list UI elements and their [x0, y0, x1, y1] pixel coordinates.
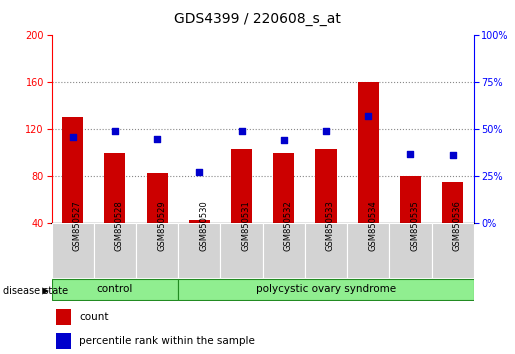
- Point: [449, 153, 457, 158]
- Point: [195, 170, 203, 175]
- Text: GSM850527: GSM850527: [73, 200, 81, 251]
- Point: [322, 128, 330, 134]
- Bar: [178, 279, 474, 300]
- Text: GSM850536: GSM850536: [453, 200, 461, 251]
- Point: [237, 128, 246, 134]
- Text: control: control: [97, 284, 133, 295]
- Point: [68, 134, 77, 139]
- Bar: [56, 309, 71, 325]
- Text: GSM850530: GSM850530: [199, 200, 208, 251]
- Bar: [305, 223, 347, 278]
- Text: GSM850534: GSM850534: [368, 200, 377, 251]
- Point: [153, 136, 161, 141]
- Text: disease state: disease state: [3, 286, 67, 296]
- Bar: [400, 176, 421, 223]
- Point: [364, 113, 372, 119]
- Bar: [220, 223, 263, 278]
- Point: [111, 128, 119, 134]
- Text: GSM850529: GSM850529: [157, 200, 166, 251]
- Bar: [188, 219, 210, 223]
- Bar: [104, 153, 125, 223]
- Bar: [56, 333, 71, 349]
- Text: GSM850528: GSM850528: [115, 200, 124, 251]
- Bar: [315, 149, 336, 223]
- Point: [406, 151, 415, 156]
- Text: GSM850533: GSM850533: [326, 200, 335, 251]
- Bar: [389, 223, 432, 278]
- Text: GSM850535: GSM850535: [410, 200, 419, 251]
- Bar: [357, 82, 379, 223]
- Text: GSM850531: GSM850531: [242, 200, 250, 251]
- Text: GSM850532: GSM850532: [284, 200, 293, 251]
- Bar: [52, 279, 178, 300]
- Bar: [62, 118, 83, 223]
- Bar: [136, 223, 178, 278]
- Text: count: count: [79, 312, 109, 322]
- Bar: [347, 223, 389, 278]
- Bar: [231, 149, 252, 223]
- Bar: [263, 223, 305, 278]
- Bar: [442, 182, 463, 223]
- Text: percentile rank within the sample: percentile rank within the sample: [79, 336, 255, 346]
- Bar: [432, 223, 474, 278]
- Polygon shape: [42, 287, 49, 295]
- Text: GDS4399 / 220608_s_at: GDS4399 / 220608_s_at: [174, 12, 341, 27]
- Bar: [52, 223, 94, 278]
- Text: polycystic ovary syndrome: polycystic ovary syndrome: [256, 284, 396, 295]
- Bar: [273, 153, 294, 223]
- Bar: [178, 223, 220, 278]
- Point: [280, 138, 288, 143]
- Bar: [146, 173, 167, 223]
- Bar: [94, 223, 136, 278]
